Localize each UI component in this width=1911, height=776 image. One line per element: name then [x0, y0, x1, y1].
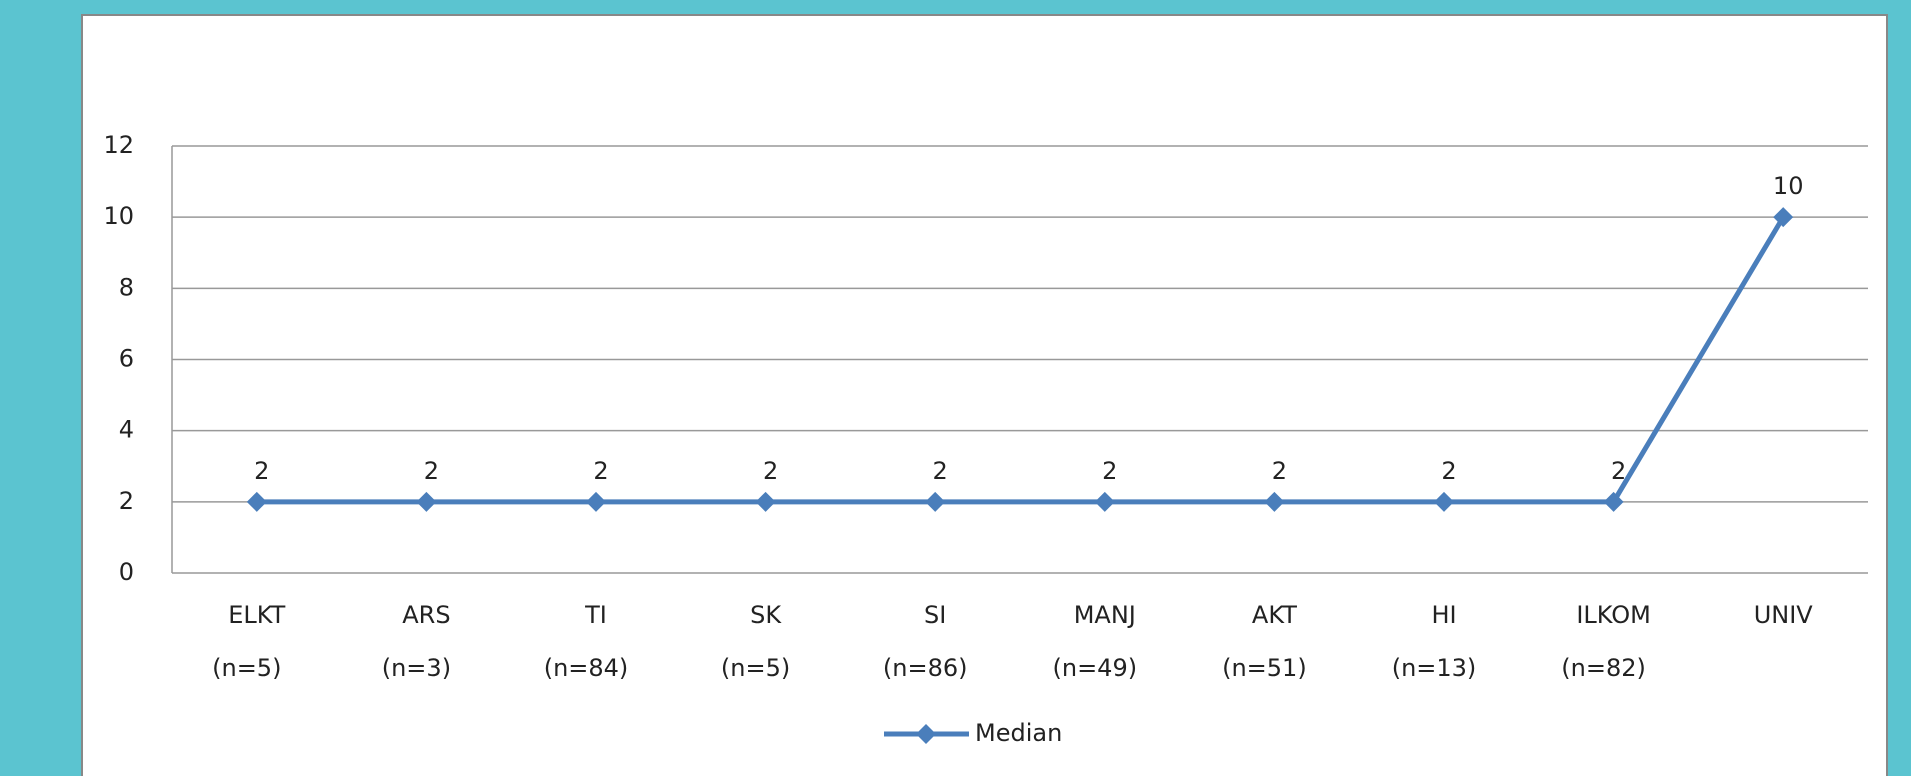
y-tick-label: 10: [103, 202, 134, 230]
marker: [1434, 491, 1454, 512]
data-label: 2: [763, 457, 778, 485]
data-label: 2: [933, 457, 948, 485]
x-sublabel: (n=5): [212, 654, 281, 682]
y-tick-label: 0: [119, 558, 134, 586]
x-tick-label: UNIV: [1754, 601, 1814, 629]
x-tick-label: ILKOM: [1576, 601, 1650, 629]
x-sublabel: (n=82): [1561, 654, 1646, 682]
marker: [246, 491, 267, 512]
x-tick-label: TI: [584, 601, 607, 629]
x-tick-label: MANJ: [1074, 601, 1136, 629]
x-sublabel: (n=13): [1392, 654, 1477, 682]
chart-frame: [81, 14, 1888, 776]
marker: [925, 491, 946, 512]
x-sublabel: (n=3): [382, 654, 451, 682]
data-label: 2: [1441, 457, 1456, 485]
x-tick-label: HI: [1431, 601, 1456, 629]
x-tick-label: SI: [924, 601, 946, 629]
x-tick-label: AKT: [1252, 601, 1297, 629]
x-sublabel: (n=86): [883, 654, 968, 682]
y-tick-label: 2: [119, 487, 134, 515]
x-sublabel: (n=84): [544, 654, 629, 682]
data-label: 2: [593, 457, 608, 485]
marker: [416, 491, 437, 512]
data-label: 2: [254, 457, 269, 485]
data-label: 2: [1272, 457, 1287, 485]
marker: [586, 491, 606, 512]
data-label: 2: [1611, 457, 1626, 485]
x-tick-label: ARS: [402, 601, 450, 629]
data-label: 2: [424, 457, 439, 485]
x-tick-label: SK: [750, 601, 782, 629]
x-tick-label: ELKT: [228, 601, 285, 629]
series-line: [256, 215, 1786, 505]
marker: [1094, 491, 1115, 512]
y-tick-label: 8: [119, 273, 134, 301]
y-tick-label: 6: [119, 345, 134, 373]
x-sublabel: (n=5): [721, 654, 790, 682]
legend-label: Median: [975, 719, 1062, 747]
data-label: 10: [1773, 172, 1804, 200]
marker: [1603, 491, 1624, 512]
marker: [755, 491, 776, 512]
data-label: 2: [1102, 457, 1117, 485]
marker: [1773, 207, 1794, 228]
y-tick-label: 4: [119, 416, 134, 444]
x-sublabel: (n=51): [1222, 654, 1307, 682]
y-tick-label: 12: [103, 131, 134, 159]
legend-marker: [916, 724, 936, 744]
x-sublabel: (n=49): [1053, 654, 1138, 682]
marker: [1264, 491, 1285, 512]
